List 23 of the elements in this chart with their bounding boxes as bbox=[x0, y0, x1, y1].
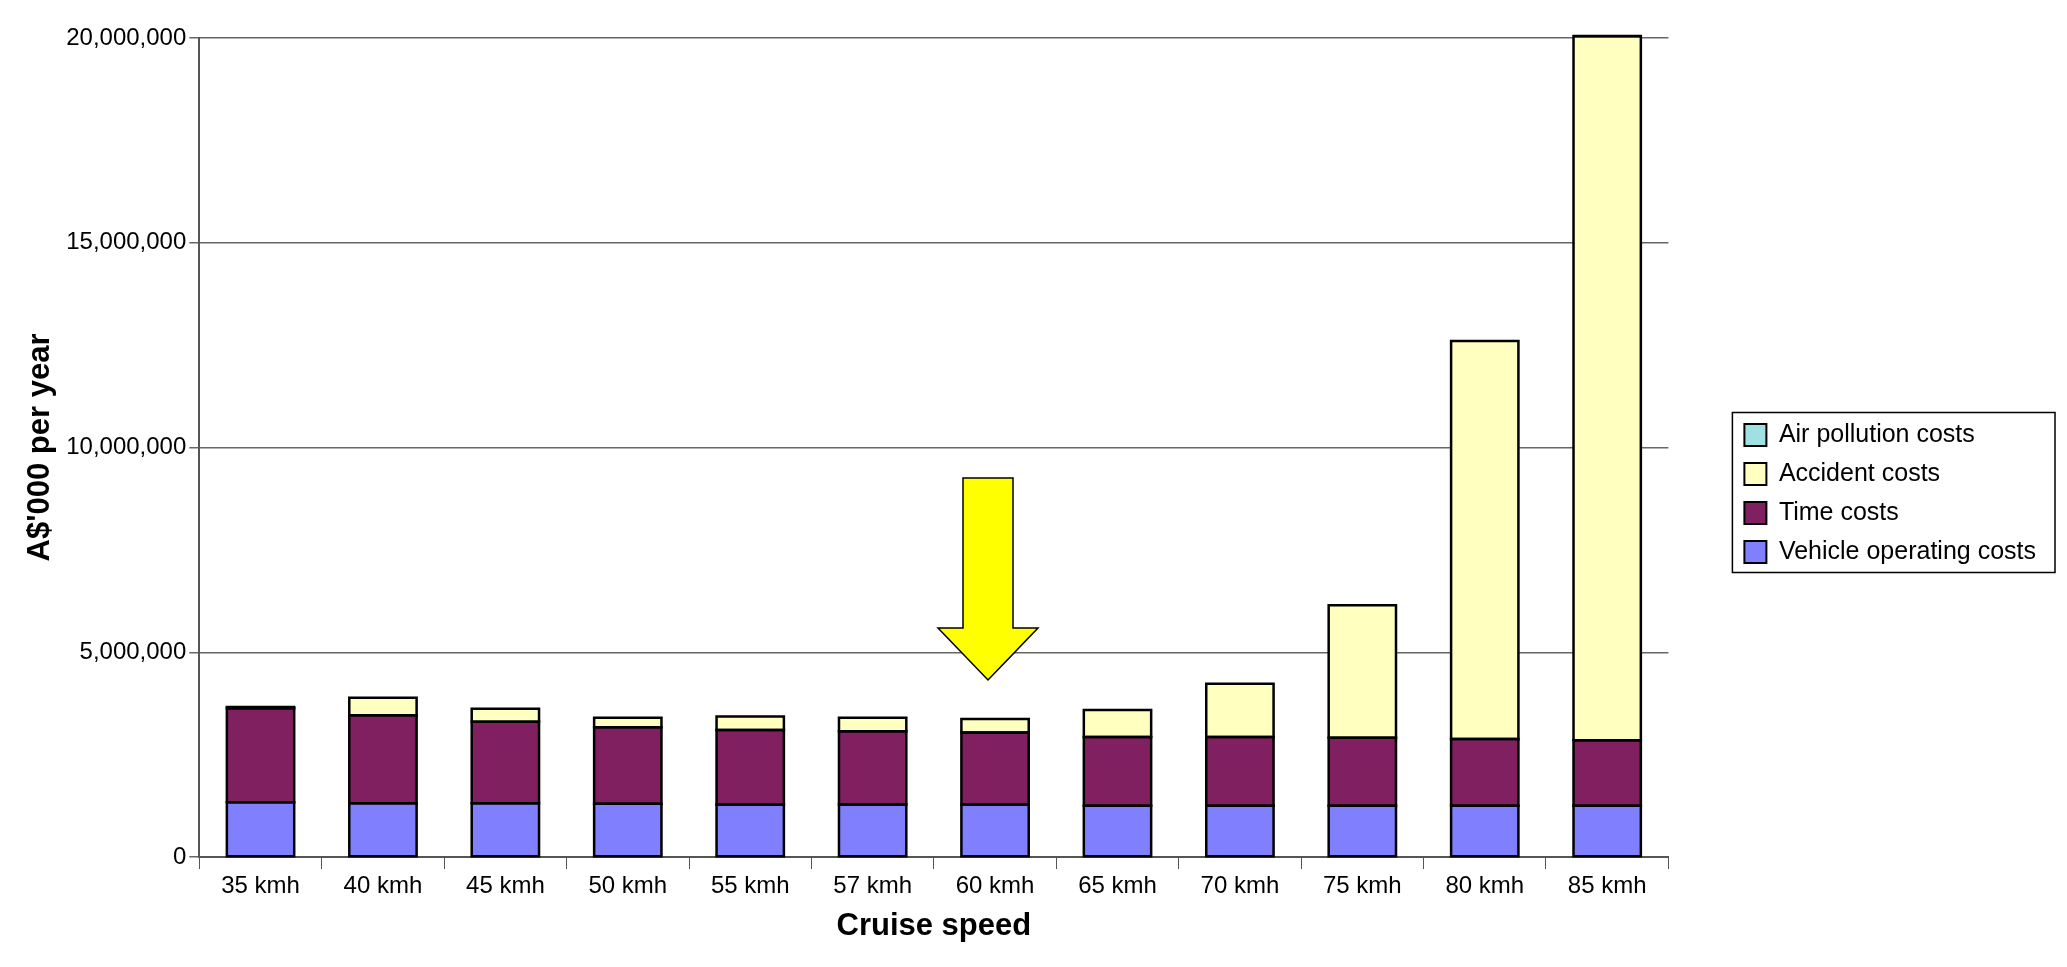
x-axis-title: Cruise speed bbox=[836, 906, 1032, 942]
legend-label: Air pollution costs bbox=[1778, 418, 1975, 447]
x-tick-label: 70 kmh bbox=[1200, 871, 1280, 899]
x-tick-label: 55 kmh bbox=[710, 871, 790, 899]
x-tick-label: 80 kmh bbox=[1445, 871, 1525, 899]
legend-label: Time costs bbox=[1778, 496, 1899, 525]
x-tick-label: 45 kmh bbox=[466, 871, 545, 899]
x-tick-label: 85 kmh bbox=[1567, 871, 1647, 899]
y-axis-title: A$'000 per year bbox=[21, 333, 57, 562]
y-tick-label: 0 bbox=[172, 841, 187, 869]
y-tick-label: 15,000,000 bbox=[66, 227, 187, 255]
x-tick-label: 50 kmh bbox=[588, 871, 668, 899]
x-tick-label: 60 kmh bbox=[955, 871, 1035, 899]
x-tick-label: 35 kmh bbox=[221, 871, 300, 899]
y-tick-label: 5,000,000 bbox=[79, 636, 187, 664]
x-tick-label: 65 kmh bbox=[1078, 871, 1157, 899]
y-tick-label: 10,000,000 bbox=[66, 432, 187, 460]
legend-label: Vehicle operating costs bbox=[1778, 535, 2036, 564]
x-tick-label: 75 kmh bbox=[1322, 871, 1402, 899]
x-tick-label: 40 kmh bbox=[343, 871, 423, 899]
y-tick-label: 20,000,000 bbox=[66, 22, 187, 50]
x-tick-label: 57 kmh bbox=[833, 871, 912, 899]
legend-label: Accident costs bbox=[1778, 457, 1941, 486]
